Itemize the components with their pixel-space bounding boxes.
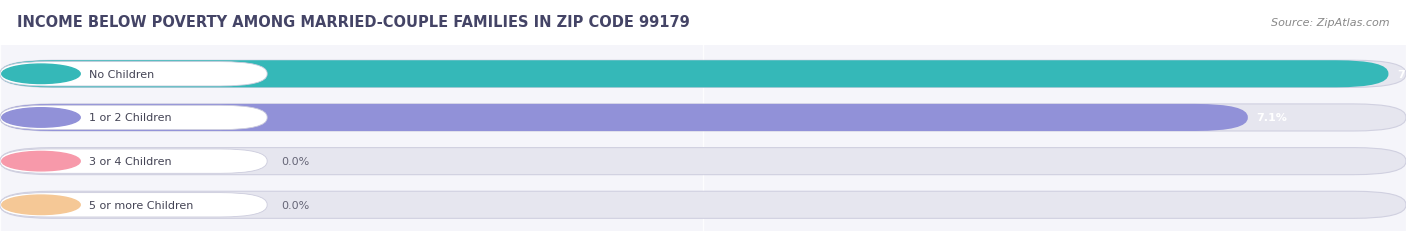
FancyBboxPatch shape [0, 61, 1406, 88]
Text: 1 or 2 Children: 1 or 2 Children [89, 113, 172, 123]
Text: 0.0%: 0.0% [281, 200, 309, 210]
Circle shape [1, 108, 80, 128]
FancyBboxPatch shape [0, 62, 267, 87]
FancyBboxPatch shape [0, 191, 1406, 218]
Text: 0.0%: 0.0% [281, 156, 309, 166]
FancyBboxPatch shape [0, 104, 1249, 131]
Text: 5 or more Children: 5 or more Children [89, 200, 194, 210]
Circle shape [1, 152, 80, 171]
FancyBboxPatch shape [0, 193, 267, 217]
Circle shape [1, 195, 80, 215]
FancyBboxPatch shape [0, 148, 1406, 175]
FancyBboxPatch shape [0, 104, 1406, 131]
Text: 3 or 4 Children: 3 or 4 Children [89, 156, 172, 166]
Text: 7.1%: 7.1% [1257, 113, 1288, 123]
Text: No Children: No Children [89, 70, 155, 79]
FancyBboxPatch shape [0, 149, 267, 173]
Text: Source: ZipAtlas.com: Source: ZipAtlas.com [1271, 18, 1389, 28]
Text: INCOME BELOW POVERTY AMONG MARRIED-COUPLE FAMILIES IN ZIP CODE 99179: INCOME BELOW POVERTY AMONG MARRIED-COUPL… [17, 15, 689, 30]
FancyBboxPatch shape [0, 106, 267, 130]
FancyBboxPatch shape [0, 61, 1389, 88]
Circle shape [1, 65, 80, 84]
Text: 7.9%: 7.9% [1398, 70, 1406, 79]
